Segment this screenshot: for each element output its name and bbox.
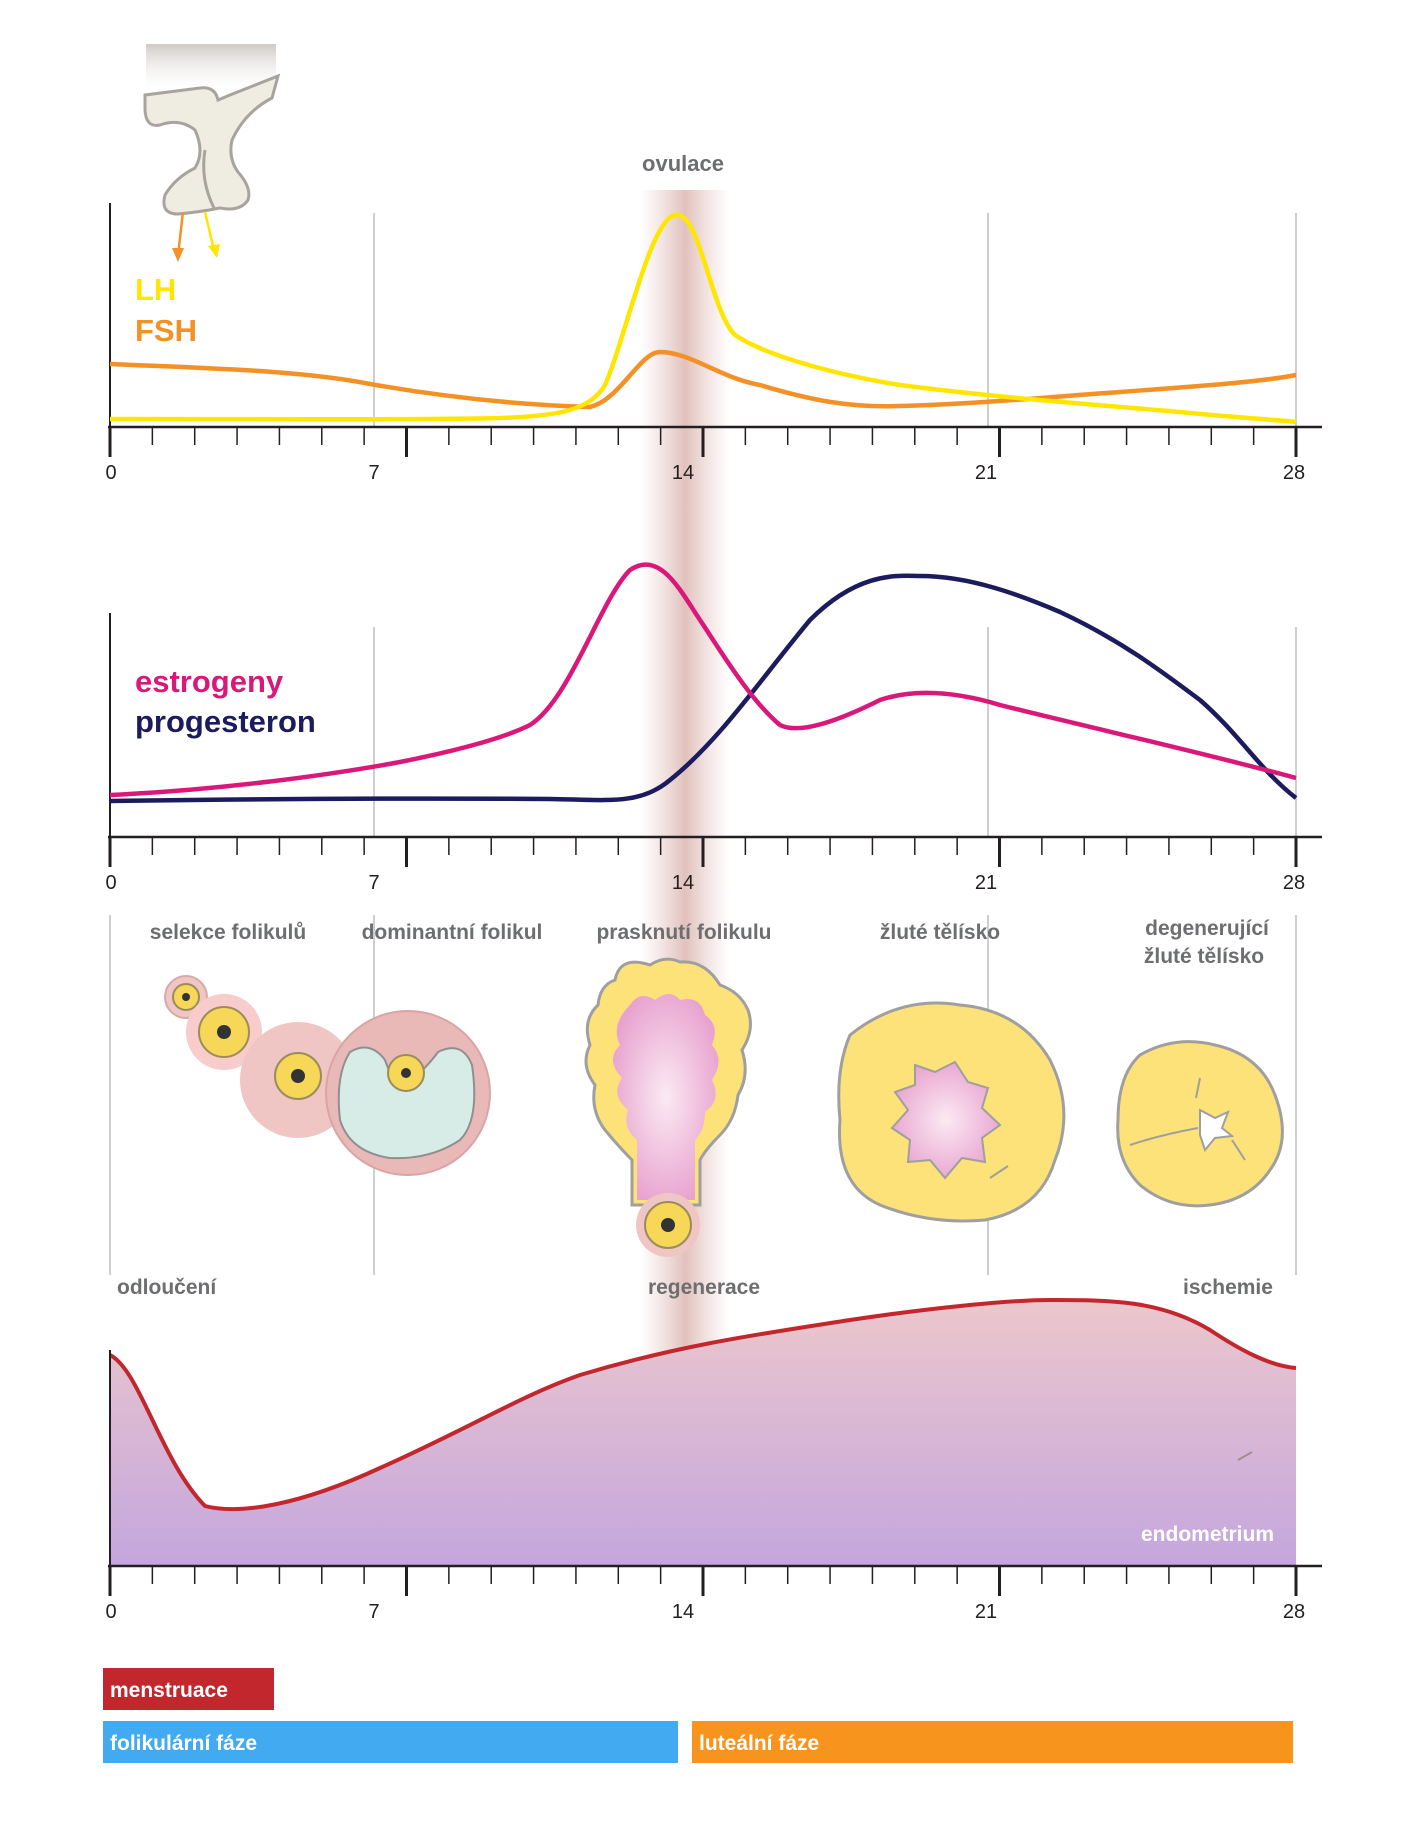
ticks-4	[108, 1566, 1298, 1596]
tick-label: 7	[368, 462, 379, 484]
dominant-follicle-illustration	[325, 1010, 491, 1176]
x-tick-labels-2: 0 7 14 21 28	[105, 872, 1305, 894]
ticks-1	[108, 427, 1298, 457]
grid-lines-1	[373, 213, 1297, 427]
grid-lines-2	[373, 627, 1297, 837]
lh-curve	[109, 212, 1297, 425]
panel-endometrium: odloučení regenerace ischemie endometriu…	[105, 1276, 1322, 1623]
tick-label: 0	[105, 1601, 116, 1623]
endometrium-label: endometrium	[1141, 1523, 1274, 1546]
stage-label-follicle-rupture: prasknutí folikulu	[596, 921, 771, 944]
tick-label: 14	[672, 462, 694, 484]
progesterone-curve	[109, 573, 1298, 804]
follicle-rupture-illustration	[584, 957, 752, 1257]
lh-arrow-icon	[203, 211, 216, 251]
tick-label: 7	[368, 872, 379, 894]
tick-label: 0	[105, 462, 116, 484]
fsh-arrow-icon	[176, 211, 185, 256]
stage-label-degenerating-2: žluté tělísko	[1144, 945, 1264, 968]
label-regeneration: regenerace	[648, 1276, 760, 1299]
phase-label-menstruation: menstruace	[110, 1679, 228, 1702]
ticks-2	[108, 837, 1298, 867]
tick-label: 21	[975, 1601, 997, 1623]
pituitary-lobe-line	[202, 149, 216, 209]
tick-label: 14	[672, 872, 694, 894]
legend-lh: LH	[135, 272, 176, 307]
tick-label: 0	[105, 872, 116, 894]
tick-label: 21	[975, 462, 997, 484]
stage-label-dominant-follicle: dominantní folikul	[362, 921, 543, 944]
phase-bar-follicular	[103, 1721, 678, 1763]
legend-fsh: FSH	[135, 313, 197, 348]
fsh-curve	[109, 349, 1297, 410]
panel-estrogen-progesterone: estrogeny progesteron 0 7 14 21 28	[105, 562, 1322, 894]
tick-label: 28	[1283, 462, 1305, 484]
corpus-luteum-illustration	[837, 1001, 1066, 1223]
panel-lh-fsh: LH FSH 0 7 14 21 28	[105, 44, 1322, 484]
tick-label: 28	[1283, 872, 1305, 894]
tick-label: 28	[1283, 1601, 1305, 1623]
follicle-selection-illustration	[164, 975, 356, 1138]
phase-bars: menstruace folikulární fáze luteální fáz…	[103, 1668, 1293, 1763]
stage-label-follicle-selection: selekce folikulů	[150, 921, 306, 944]
label-ischemia: ischemie	[1183, 1276, 1273, 1299]
fsh-arrow-head	[172, 248, 184, 262]
phase-label-luteal: luteální fáze	[699, 1732, 819, 1755]
phase-bar-luteal	[692, 1721, 1293, 1763]
ovulation-label: ovulace	[642, 151, 724, 176]
endometrium-mark	[1237, 1451, 1253, 1461]
endometrium-area	[110, 1300, 1296, 1566]
lh-arrow-head	[208, 244, 220, 258]
pituitary-gland-icon	[143, 73, 281, 216]
x-tick-labels-4: 0 7 14 21 28	[105, 1601, 1305, 1623]
stage-label-degenerating-1: degenerující	[1145, 917, 1270, 940]
estrogen-curve	[109, 562, 1297, 798]
label-detachment: odloučení	[117, 1276, 217, 1299]
phase-bar-menstruation	[103, 1668, 274, 1710]
x-tick-labels-1: 0 7 14 21 28	[105, 462, 1305, 484]
endometrium-curve	[108, 1297, 1297, 1512]
legend-progesterone: progesteron	[135, 704, 316, 739]
tick-label: 7	[368, 1601, 379, 1623]
degenerating-corpus-luteum-illustration	[1116, 1040, 1284, 1208]
tick-label: 14	[672, 1601, 694, 1623]
stage-label-corpus-luteum: žluté tělísko	[880, 921, 1000, 944]
legend-estrogens: estrogeny	[135, 664, 284, 699]
tick-label: 21	[975, 872, 997, 894]
panel-ovary-stages: selekce folikulů dominantní folikul pras…	[109, 915, 1297, 1275]
phase-label-follicular: folikulární fáze	[110, 1732, 257, 1755]
